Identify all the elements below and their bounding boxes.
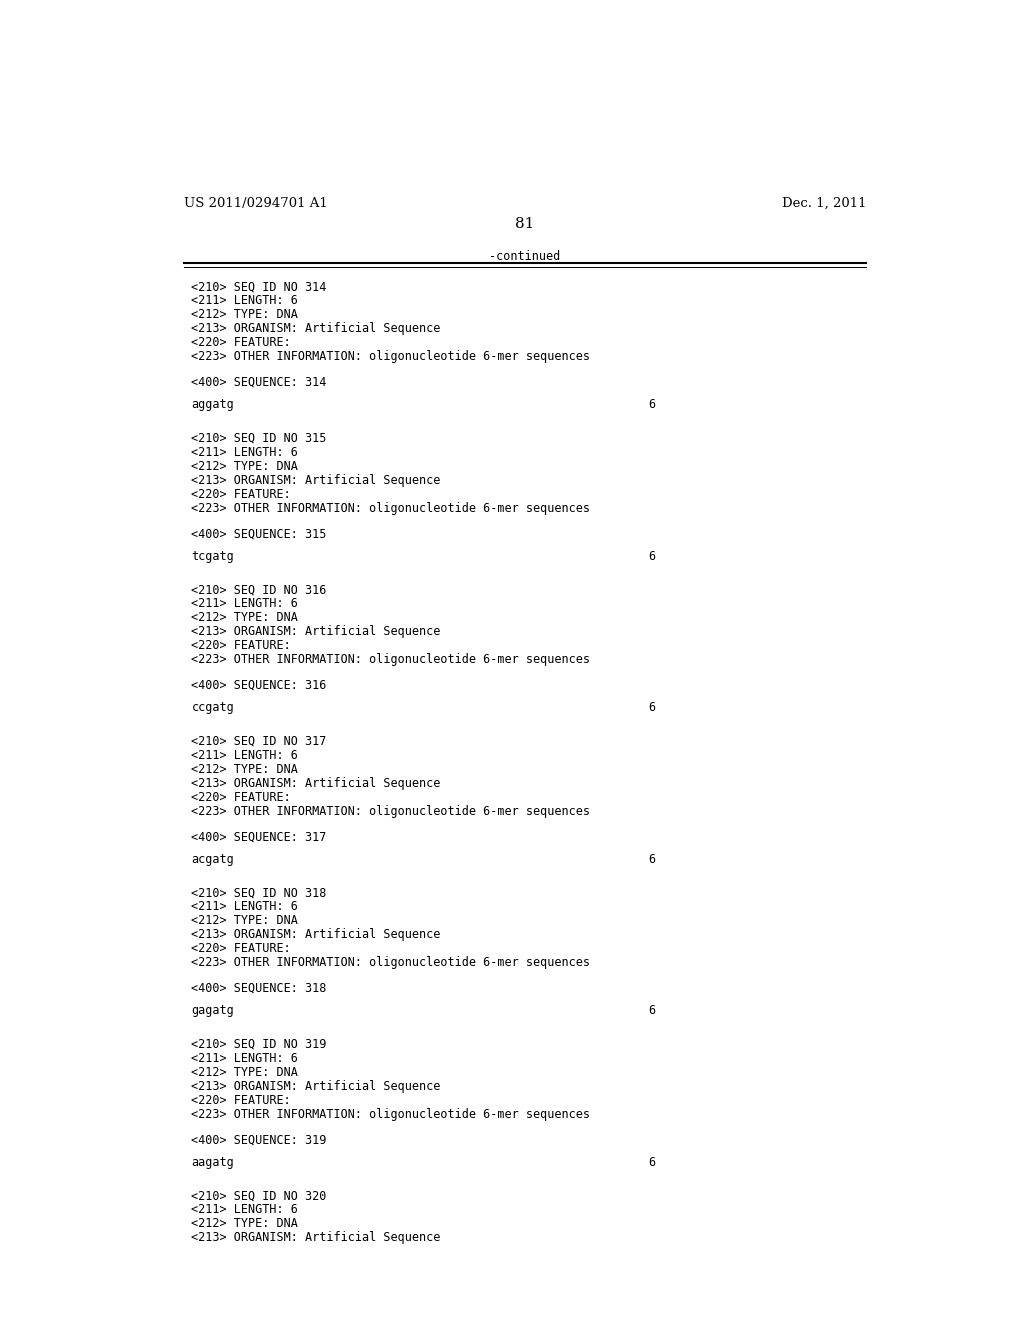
- Text: <210> SEQ ID NO 317: <210> SEQ ID NO 317: [191, 735, 327, 748]
- Text: <212> TYPE: DNA: <212> TYPE: DNA: [191, 1217, 298, 1230]
- Text: <400> SEQUENCE: 316: <400> SEQUENCE: 316: [191, 678, 327, 692]
- Text: <400> SEQUENCE: 319: <400> SEQUENCE: 319: [191, 1133, 327, 1146]
- Text: gagatg: gagatg: [191, 1005, 234, 1018]
- Text: <213> ORGANISM: Artificial Sequence: <213> ORGANISM: Artificial Sequence: [191, 777, 441, 789]
- Text: <223> OTHER INFORMATION: oligonucleotide 6-mer sequences: <223> OTHER INFORMATION: oligonucleotide…: [191, 351, 591, 363]
- Text: <211> LENGTH: 6: <211> LENGTH: 6: [191, 294, 298, 308]
- Text: <220> FEATURE:: <220> FEATURE:: [191, 639, 291, 652]
- Text: 6: 6: [648, 701, 655, 714]
- Text: <212> TYPE: DNA: <212> TYPE: DNA: [191, 1065, 298, 1078]
- Text: tcgatg: tcgatg: [191, 549, 234, 562]
- Text: Dec. 1, 2011: Dec. 1, 2011: [781, 197, 866, 210]
- Text: <220> FEATURE:: <220> FEATURE:: [191, 337, 291, 350]
- Text: <211> LENGTH: 6: <211> LENGTH: 6: [191, 900, 298, 913]
- Text: 6: 6: [648, 853, 655, 866]
- Text: 6: 6: [648, 549, 655, 562]
- Text: aagatg: aagatg: [191, 1155, 234, 1168]
- Text: <212> TYPE: DNA: <212> TYPE: DNA: [191, 611, 298, 624]
- Text: 6: 6: [648, 1005, 655, 1018]
- Text: <223> OTHER INFORMATION: oligonucleotide 6-mer sequences: <223> OTHER INFORMATION: oligonucleotide…: [191, 502, 591, 515]
- Text: <210> SEQ ID NO 316: <210> SEQ ID NO 316: [191, 583, 327, 597]
- Text: 6: 6: [648, 1155, 655, 1168]
- Text: <223> OTHER INFORMATION: oligonucleotide 6-mer sequences: <223> OTHER INFORMATION: oligonucleotide…: [191, 1107, 591, 1121]
- Text: <213> ORGANISM: Artificial Sequence: <213> ORGANISM: Artificial Sequence: [191, 1232, 441, 1245]
- Text: <213> ORGANISM: Artificial Sequence: <213> ORGANISM: Artificial Sequence: [191, 626, 441, 639]
- Text: <220> FEATURE:: <220> FEATURE:: [191, 791, 291, 804]
- Text: <223> OTHER INFORMATION: oligonucleotide 6-mer sequences: <223> OTHER INFORMATION: oligonucleotide…: [191, 805, 591, 818]
- Text: <223> OTHER INFORMATION: oligonucleotide 6-mer sequences: <223> OTHER INFORMATION: oligonucleotide…: [191, 653, 591, 667]
- Text: <210> SEQ ID NO 315: <210> SEQ ID NO 315: [191, 432, 327, 445]
- Text: <210> SEQ ID NO 320: <210> SEQ ID NO 320: [191, 1189, 327, 1203]
- Text: <211> LENGTH: 6: <211> LENGTH: 6: [191, 1204, 298, 1216]
- Text: <213> ORGANISM: Artificial Sequence: <213> ORGANISM: Artificial Sequence: [191, 928, 441, 941]
- Text: acgatg: acgatg: [191, 853, 234, 866]
- Text: <213> ORGANISM: Artificial Sequence: <213> ORGANISM: Artificial Sequence: [191, 474, 441, 487]
- Text: <400> SEQUENCE: 315: <400> SEQUENCE: 315: [191, 527, 327, 540]
- Text: ccgatg: ccgatg: [191, 701, 234, 714]
- Text: <400> SEQUENCE: 314: <400> SEQUENCE: 314: [191, 376, 327, 389]
- Text: <211> LENGTH: 6: <211> LENGTH: 6: [191, 598, 298, 610]
- Text: <212> TYPE: DNA: <212> TYPE: DNA: [191, 459, 298, 473]
- Text: <212> TYPE: DNA: <212> TYPE: DNA: [191, 763, 298, 776]
- Text: <212> TYPE: DNA: <212> TYPE: DNA: [191, 915, 298, 928]
- Text: <211> LENGTH: 6: <211> LENGTH: 6: [191, 446, 298, 459]
- Text: US 2011/0294701 A1: US 2011/0294701 A1: [183, 197, 328, 210]
- Text: <400> SEQUENCE: 317: <400> SEQUENCE: 317: [191, 830, 327, 843]
- Text: 6: 6: [648, 399, 655, 412]
- Text: aggatg: aggatg: [191, 399, 234, 412]
- Text: <220> FEATURE:: <220> FEATURE:: [191, 488, 291, 502]
- Text: <213> ORGANISM: Artificial Sequence: <213> ORGANISM: Artificial Sequence: [191, 1080, 441, 1093]
- Text: <211> LENGTH: 6: <211> LENGTH: 6: [191, 748, 298, 762]
- Text: <211> LENGTH: 6: <211> LENGTH: 6: [191, 1052, 298, 1065]
- Text: <223> OTHER INFORMATION: oligonucleotide 6-mer sequences: <223> OTHER INFORMATION: oligonucleotide…: [191, 957, 591, 969]
- Text: <210> SEQ ID NO 319: <210> SEQ ID NO 319: [191, 1038, 327, 1051]
- Text: <212> TYPE: DNA: <212> TYPE: DNA: [191, 309, 298, 322]
- Text: <220> FEATURE:: <220> FEATURE:: [191, 1094, 291, 1107]
- Text: <213> ORGANISM: Artificial Sequence: <213> ORGANISM: Artificial Sequence: [191, 322, 441, 335]
- Text: <400> SEQUENCE: 318: <400> SEQUENCE: 318: [191, 982, 327, 995]
- Text: -continued: -continued: [489, 249, 560, 263]
- Text: <210> SEQ ID NO 318: <210> SEQ ID NO 318: [191, 886, 327, 899]
- Text: <210> SEQ ID NO 314: <210> SEQ ID NO 314: [191, 280, 327, 293]
- Text: 81: 81: [515, 218, 535, 231]
- Text: <220> FEATURE:: <220> FEATURE:: [191, 942, 291, 956]
